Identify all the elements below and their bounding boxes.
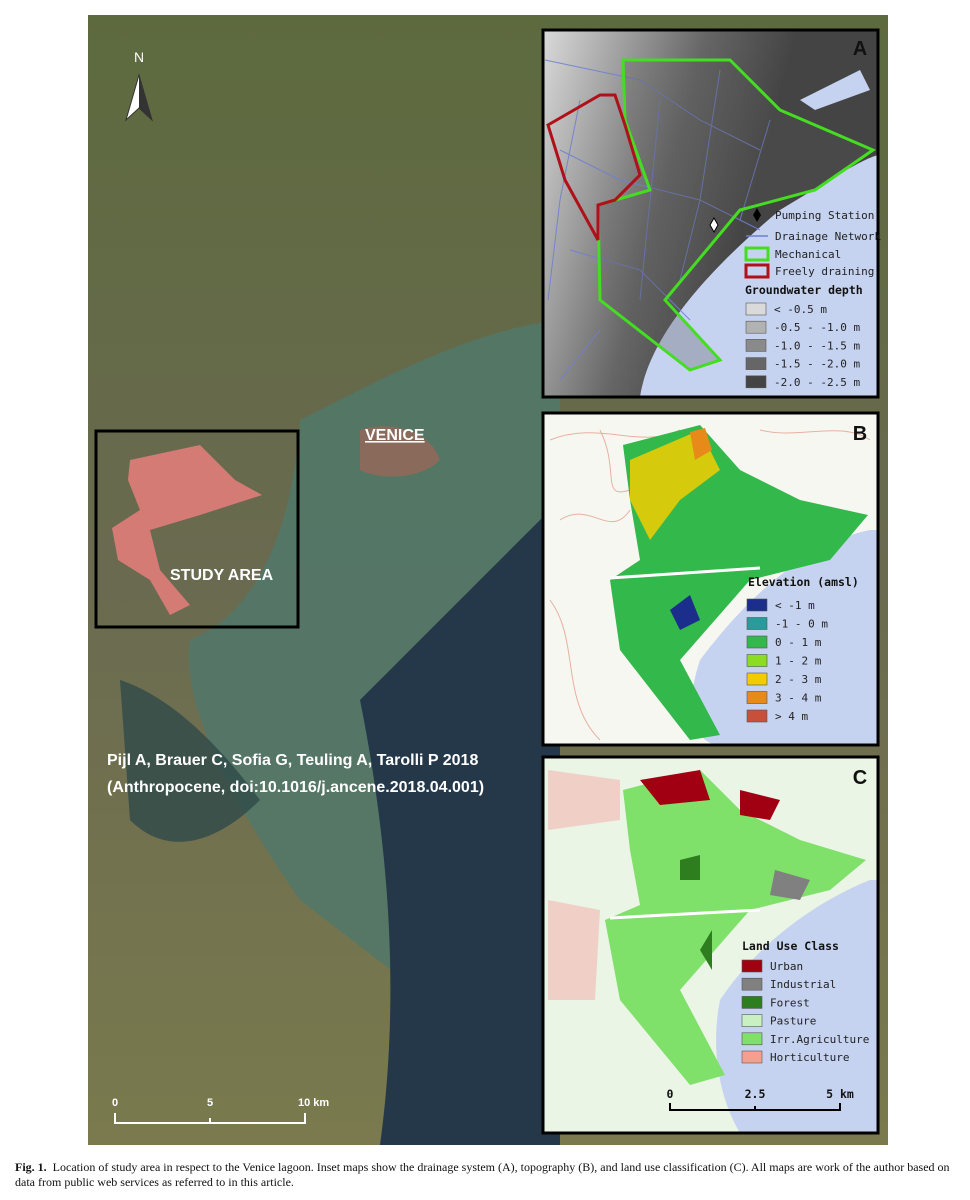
- scale-label: 10 km: [298, 1097, 329, 1109]
- panel-a: A: [541, 28, 880, 399]
- legend-symbol: [744, 246, 770, 262]
- legend-swatch: [741, 959, 763, 973]
- legend-swatch: [745, 320, 767, 334]
- road: [609, 908, 761, 920]
- study-area-label: STUDY AREA: [170, 567, 274, 584]
- scale-bar: [669, 1103, 841, 1111]
- legend-label: Pasture: [770, 1015, 816, 1028]
- legend-label: -0.5 - -1.0 m: [774, 321, 860, 334]
- lagoon-wetland: [120, 680, 260, 842]
- forest: [680, 855, 712, 970]
- scale-label: 0: [112, 1097, 118, 1109]
- study-area-polygon: [112, 445, 262, 615]
- scale-label: 5: [207, 1097, 213, 1109]
- legend-swatch: [745, 302, 767, 316]
- citation-line: (Anthropocene, doi:10.1016/j.ancene.2018…: [107, 779, 484, 796]
- legend-label: Forest: [770, 996, 810, 1009]
- legend-label: 3 - 4 m: [775, 692, 822, 705]
- legend-title: Groundwater depth: [745, 283, 863, 297]
- harbour: [800, 70, 870, 110]
- freely-draining-area: [546, 93, 642, 241]
- legend-swatch: [745, 339, 767, 352]
- legend-swatch: [746, 654, 768, 667]
- legend-swatch: [741, 1014, 763, 1027]
- study-area-box: [94, 429, 300, 629]
- drainage-network: [544, 59, 771, 381]
- north-arrow-shade: [139, 75, 152, 120]
- industrial: [770, 870, 810, 900]
- mechanical-area: [596, 58, 877, 372]
- legend-label: > 4 m: [775, 710, 808, 723]
- north-label: N: [134, 49, 144, 65]
- contour-lines: [549, 429, 871, 741]
- legend-label: Pumping Station: [775, 209, 874, 222]
- panel-c: C 0 2.5 5 km: [541, 755, 880, 1135]
- citation-line: Pijl A, Brauer C, Sofia G, Teuling A, Ta…: [107, 752, 478, 769]
- pumping-station: [709, 216, 719, 234]
- land-use-area: [605, 770, 866, 1085]
- legend-label: Drainage Network: [775, 230, 881, 243]
- scale-label: 0: [667, 1087, 674, 1101]
- urban: [640, 770, 780, 820]
- caption: Fig. 1. Location of study area in respec…: [15, 1160, 960, 1190]
- legend-swatch: [741, 996, 763, 1009]
- legend-swatch: [746, 691, 768, 704]
- legend-swatch: [746, 635, 768, 649]
- elevation-higher: [690, 428, 712, 460]
- legend-label: -1 - 0 m: [775, 618, 828, 631]
- legend-label: Freely draining: [775, 265, 874, 278]
- legend-label: -2.0 - -2.5 m: [774, 376, 860, 389]
- legend-title: Elevation (amsl): [748, 575, 859, 589]
- legend-swatch: [745, 357, 767, 370]
- legend-swatch: [746, 617, 768, 630]
- panel-letter: C: [853, 767, 867, 789]
- legend-label: Urban: [770, 960, 803, 973]
- scale-bar: [114, 1113, 306, 1124]
- legend-symbol: [753, 208, 761, 222]
- legend-label: 1 - 2 m: [775, 655, 822, 668]
- legend-swatch: [741, 1032, 763, 1046]
- legend-swatch: [746, 709, 768, 723]
- legend-symbol: [744, 263, 770, 279]
- legend-label: Mechanical: [775, 248, 841, 261]
- panel-b: B: [541, 411, 880, 747]
- sea: [716, 880, 878, 1133]
- legend-label: < -1 m: [775, 599, 815, 612]
- road: [609, 566, 761, 580]
- scale-label: 2.5: [745, 1087, 766, 1101]
- legend-label: -1.0 - -1.5 m: [774, 339, 860, 352]
- legend-label: -1.5 - -2.0 m: [774, 358, 860, 371]
- legend-label: 0 - 1 m: [775, 636, 822, 649]
- legend-swatch: [746, 598, 768, 612]
- legend-label: < -0.5 m: [774, 303, 827, 316]
- panel-frame: [541, 755, 880, 1135]
- legend-title: Land Use Class: [742, 939, 839, 953]
- elevation-low: [670, 595, 700, 630]
- legend-swatch: [741, 1050, 763, 1064]
- caption-label: Fig. 1.: [15, 1160, 47, 1174]
- city-area: [360, 426, 440, 477]
- horticulture-outside: [548, 770, 620, 1000]
- legend-swatch: [746, 672, 768, 686]
- figure: N STUDY AREA VENICE Pijl A, Brauer C, So…: [88, 15, 888, 1145]
- legend-swatch: [741, 977, 763, 991]
- sea: [691, 530, 878, 745]
- scale-label: 5 km: [826, 1087, 854, 1101]
- legend-swatch: [745, 375, 767, 389]
- panel-letter: A: [853, 38, 867, 60]
- caption-text: Location of study area in respect to the…: [15, 1160, 950, 1189]
- legend-label: 2 - 3 m: [775, 673, 822, 686]
- city-label: VENICE: [365, 427, 425, 444]
- legend-label: Industrial: [770, 978, 836, 991]
- panel-letter: B: [853, 423, 867, 445]
- legend-label: Irr.Agriculture: [770, 1033, 869, 1046]
- panel-frame: [541, 411, 880, 747]
- sea: [360, 500, 560, 1145]
- panel-frame: [541, 28, 880, 399]
- legend-label: Horticulture: [770, 1051, 849, 1064]
